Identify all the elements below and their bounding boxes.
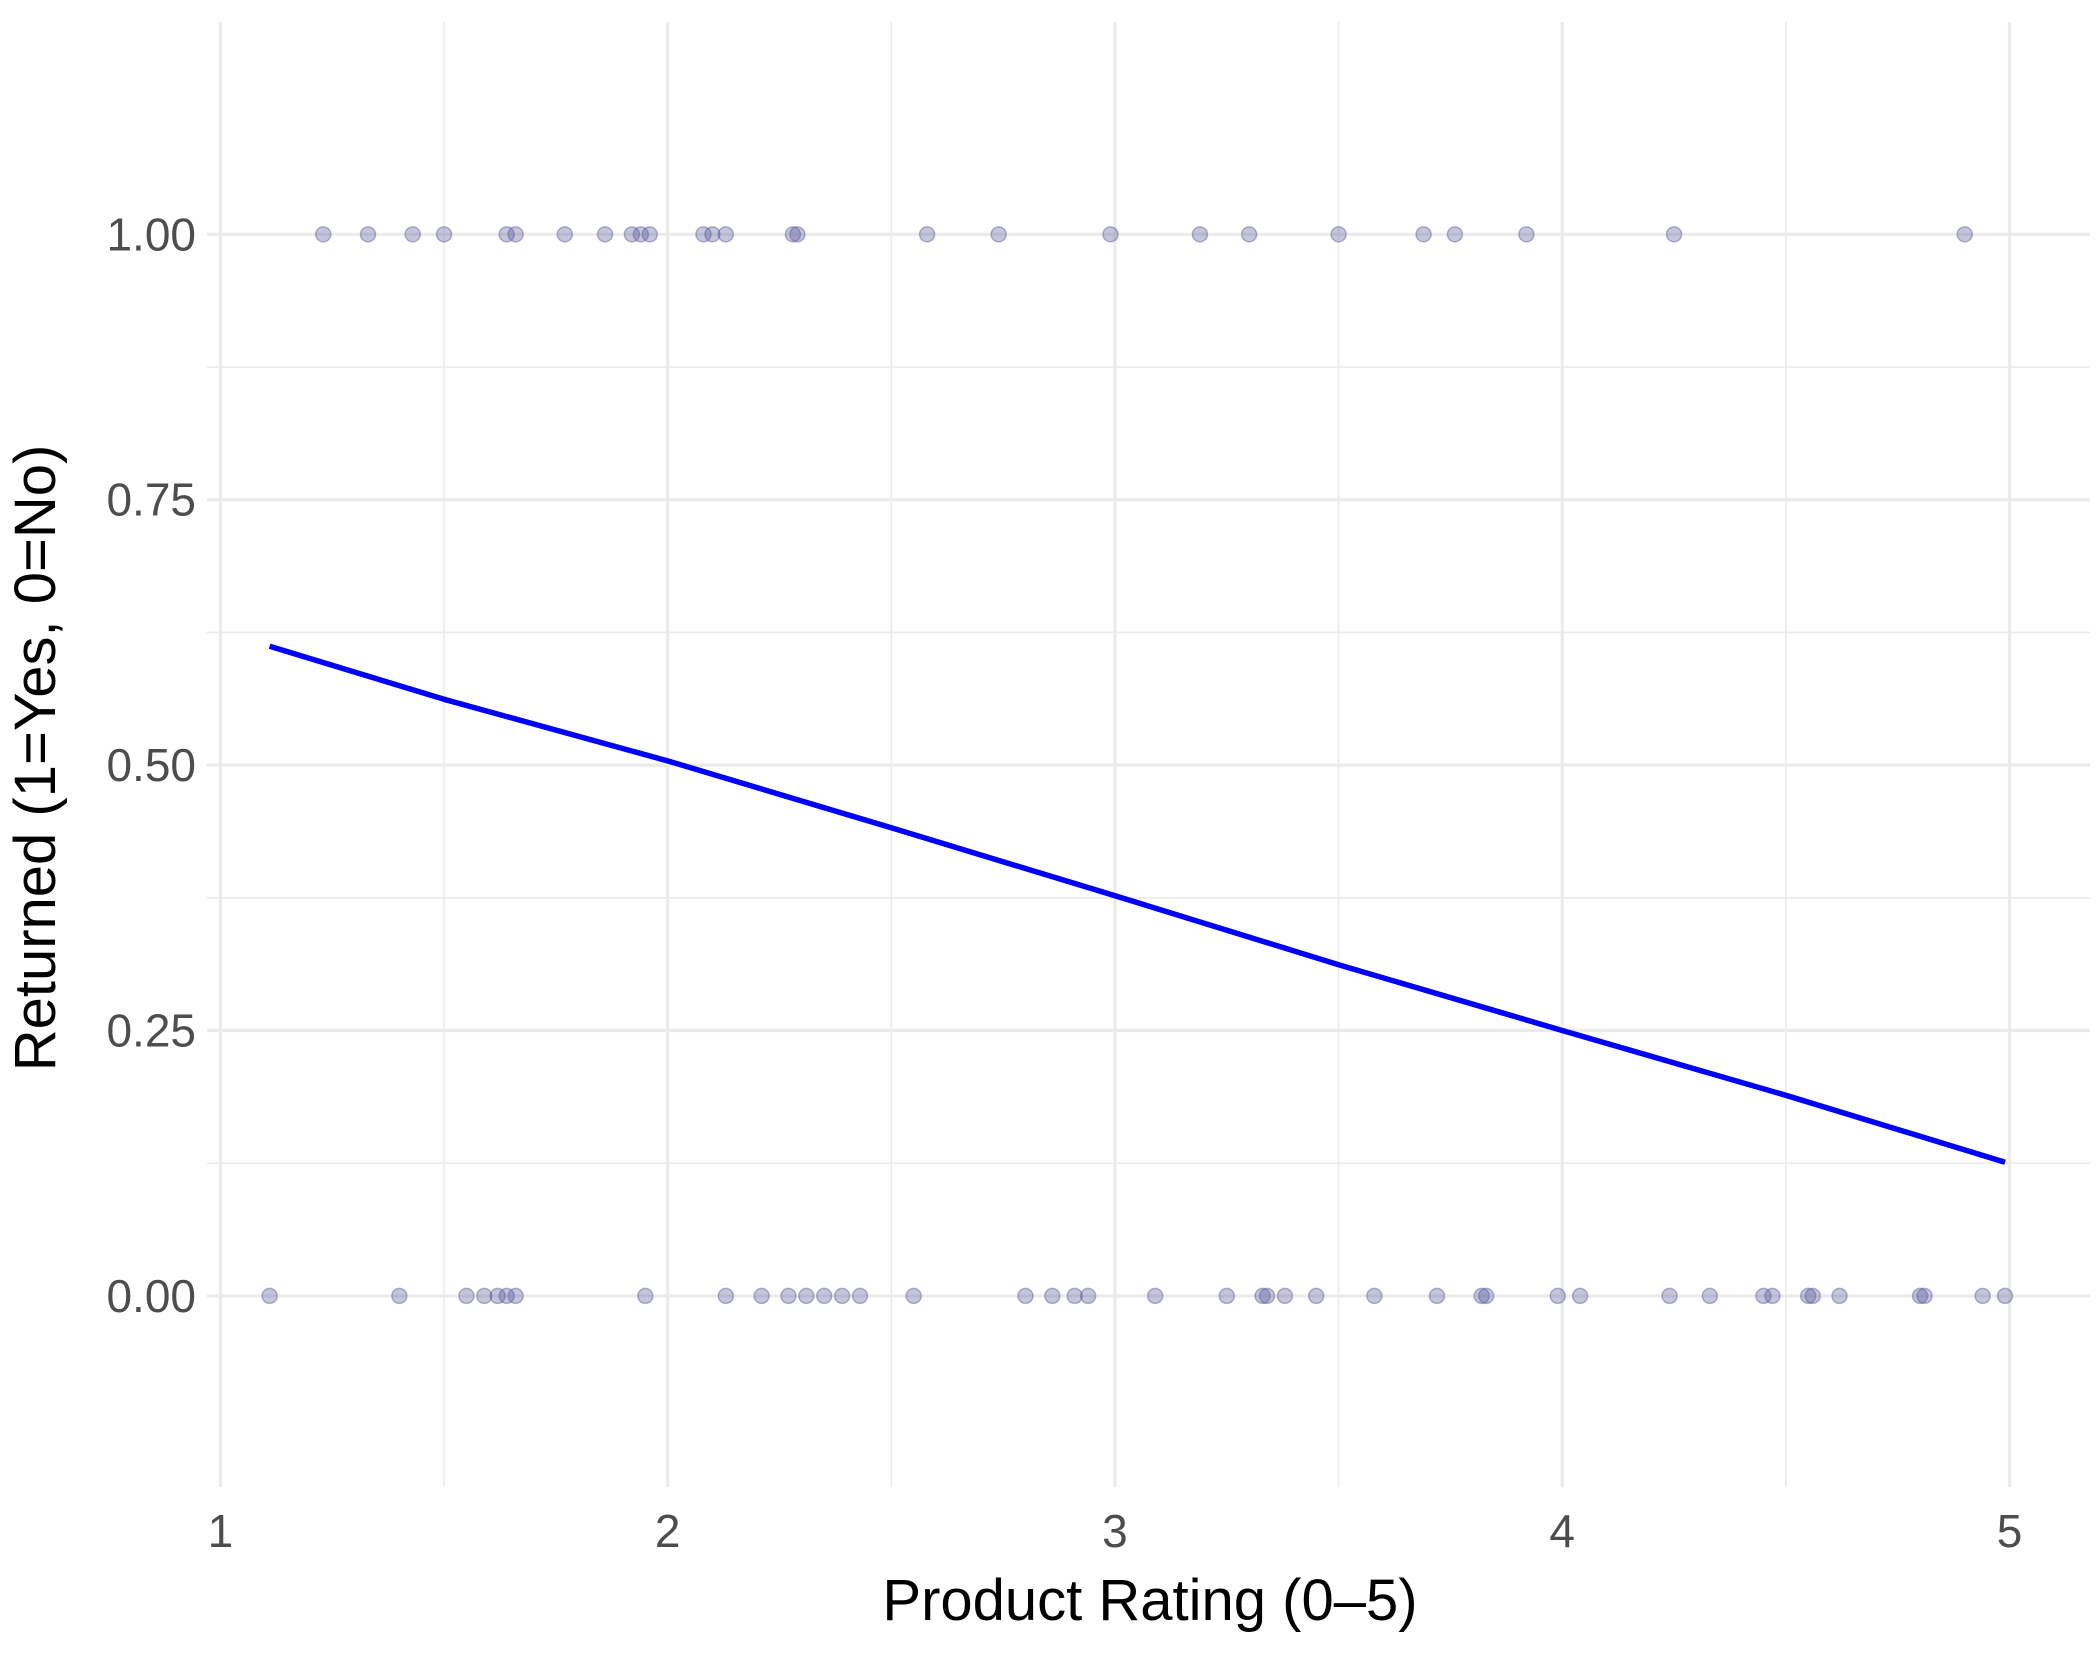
- data-point-42: [905, 1287, 922, 1305]
- data-point-52: [1307, 1287, 1325, 1305]
- data-point-54: [1428, 1287, 1446, 1305]
- data-point-29: [458, 1287, 475, 1305]
- data-point-27: [261, 1287, 278, 1305]
- data-point-59: [1661, 1287, 1678, 1305]
- data-point-24: [1518, 226, 1535, 243]
- x-axis-title: Product Rating (0–5): [882, 1568, 1417, 1633]
- y-tick-label-0: 0.00: [106, 1270, 196, 1322]
- data-point-16: [918, 226, 936, 243]
- data-point-58: [1571, 1287, 1589, 1305]
- data-point-2: [404, 226, 421, 243]
- data-point-36: [753, 1287, 770, 1305]
- data-point-33: [507, 1287, 524, 1305]
- data-point-34: [637, 1287, 654, 1305]
- x-tick-label-3: 4: [1549, 1505, 1575, 1557]
- data-point-18: [1102, 226, 1119, 243]
- x-tick-label-1: 2: [655, 1505, 681, 1557]
- data-point-10: [641, 226, 659, 243]
- data-point-13: [717, 226, 735, 243]
- data-point-3: [435, 226, 453, 243]
- x-tick-label-4: 5: [1997, 1505, 2023, 1557]
- x-tick-labels: 1 2 3 4 5: [208, 1505, 2023, 1557]
- fit-line-layer: [268, 643, 2006, 1165]
- data-point-48: [1218, 1287, 1236, 1305]
- grid-minor: [207, 22, 2090, 1487]
- data-point-37: [780, 1287, 797, 1305]
- data-point-62: [1764, 1287, 1781, 1305]
- data-point-19: [1191, 226, 1209, 243]
- fit-line: [268, 643, 2006, 1165]
- data-point-60: [1701, 1287, 1719, 1305]
- data-point-23: [1446, 226, 1464, 243]
- x-tick-label-2: 3: [1102, 1505, 1128, 1557]
- data-point-38: [798, 1287, 815, 1305]
- y-tick-labels: 0.00 0.25 0.50 0.75 1.00: [106, 208, 196, 1322]
- data-point-43: [1017, 1287, 1034, 1305]
- data-point-63: [1799, 1287, 1817, 1305]
- data-point-0: [315, 226, 332, 243]
- data-point-40: [833, 1287, 851, 1305]
- data-point-17: [990, 226, 1007, 243]
- data-point-25: [1665, 226, 1683, 243]
- data-point-65: [1831, 1287, 1848, 1305]
- data-point-53: [1366, 1287, 1383, 1305]
- data-point-39: [815, 1287, 833, 1305]
- data-point-4: [498, 226, 515, 243]
- y-tick-label-2: 0.50: [106, 739, 196, 791]
- data-point-50: [1258, 1287, 1276, 1305]
- data-point-49: [1254, 1287, 1271, 1305]
- data-point-31: [489, 1287, 506, 1305]
- data-point-20: [1240, 226, 1258, 243]
- data-point-26: [1956, 226, 1974, 243]
- data-point-61: [1755, 1287, 1772, 1305]
- data-point-55: [1473, 1287, 1490, 1305]
- data-point-30: [476, 1287, 493, 1305]
- data-point-45: [1066, 1287, 1083, 1305]
- points-layer: [261, 226, 2014, 1305]
- data-point-67: [1916, 1287, 1933, 1305]
- data-point-22: [1415, 226, 1432, 243]
- data-point-6: [556, 226, 574, 243]
- data-point-28: [391, 1287, 408, 1305]
- data-point-47: [1146, 1287, 1164, 1305]
- grid-major: [207, 22, 2090, 1487]
- data-point-51: [1276, 1287, 1294, 1305]
- data-point-1: [359, 226, 377, 243]
- y-tick-label-3: 0.75: [106, 474, 196, 526]
- data-point-32: [498, 1287, 515, 1305]
- y-axis-title: Returned (1=Yes, 0=No): [3, 445, 68, 1072]
- data-point-14: [784, 226, 802, 243]
- data-point-57: [1549, 1287, 1567, 1305]
- data-point-68: [1974, 1287, 1991, 1305]
- data-point-11: [695, 226, 712, 243]
- data-point-41: [851, 1287, 869, 1305]
- data-point-21: [1330, 226, 1347, 243]
- data-point-66: [1911, 1287, 1929, 1305]
- data-point-64: [1804, 1287, 1821, 1305]
- data-point-69: [1996, 1287, 2014, 1305]
- data-point-15: [789, 226, 806, 243]
- data-point-56: [1477, 1287, 1495, 1305]
- x-tick-label-0: 1: [208, 1505, 234, 1557]
- data-point-44: [1044, 1287, 1061, 1305]
- data-point-35: [717, 1287, 735, 1305]
- data-point-8: [623, 226, 641, 243]
- data-point-9: [632, 226, 650, 243]
- data-point-7: [596, 226, 614, 243]
- y-tick-label-1: 0.25: [106, 1005, 196, 1057]
- y-tick-label-4: 1.00: [106, 208, 196, 260]
- data-point-46: [1079, 1287, 1097, 1305]
- data-point-12: [704, 226, 721, 243]
- data-point-5: [507, 226, 524, 243]
